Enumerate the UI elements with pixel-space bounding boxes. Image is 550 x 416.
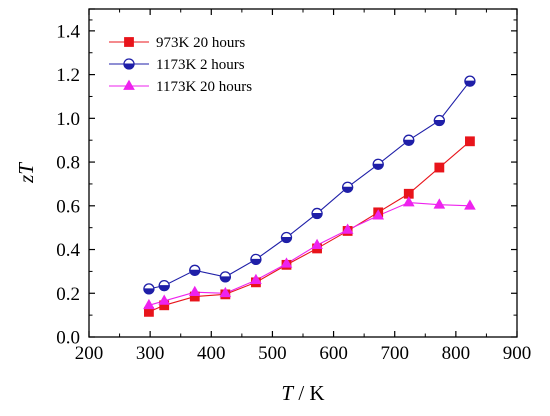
data-point-triangle	[402, 196, 415, 207]
ticks: 200 300 400 500 600 700 800 900 0.0 0.2 0.4 0.6 0.8 1…	[56, 8, 532, 364]
y-tick-label: 0.2	[56, 284, 80, 305]
legend-item: 1173K 20 hours	[109, 79, 252, 95]
x-tick-label: 200	[75, 343, 104, 364]
data-point-triangle	[433, 198, 446, 209]
data-point-half-circle	[341, 181, 354, 193]
data-point-triangle	[464, 199, 476, 210]
series-line	[148, 201, 470, 306]
data-point-half-circle	[123, 58, 135, 70]
data-point-triangle	[123, 79, 135, 90]
y-tick-label: 0.8	[56, 153, 80, 174]
data-point-triangle	[158, 294, 171, 305]
y-tick-label: 1.2	[56, 65, 80, 86]
y-tick-label: 0.4	[56, 240, 80, 261]
data-point-half-circle	[311, 207, 323, 220]
data-point-triangle	[143, 298, 155, 310]
data-point-half-circle	[219, 271, 231, 283]
data-point-half-circle	[433, 114, 445, 127]
series-3-markers	[143, 196, 476, 310]
y-tick-label: 0.0	[56, 328, 80, 349]
data-point-triangle	[311, 238, 323, 250]
data-point-triangle	[188, 285, 201, 297]
y-tick-label: 1.0	[56, 109, 80, 130]
x-axis-title: T / K	[281, 381, 324, 405]
data-point-triangle	[341, 223, 354, 234]
series-line	[148, 140, 471, 313]
data-point-square	[434, 162, 445, 173]
y-tick-label: 1.4	[56, 21, 80, 42]
series-2	[148, 80, 471, 290]
legend-item: 973K 20 hours	[109, 35, 245, 51]
data-point-half-circle	[403, 134, 415, 146]
x-tick-label: 700	[380, 343, 409, 364]
x-tick-label: 500	[258, 343, 287, 364]
y-axis-title: zT	[14, 162, 38, 184]
plot-area	[143, 75, 476, 317]
legend-label: 973K 20 hours	[156, 35, 245, 51]
data-point-square	[124, 37, 134, 47]
y-tick-label: 0.6	[56, 196, 80, 217]
x-axis-variable: T	[281, 381, 294, 405]
x-tick-label: 600	[319, 343, 348, 364]
data-point-triangle	[250, 273, 262, 285]
series-3	[148, 201, 470, 306]
data-point-half-circle	[189, 264, 201, 276]
series-2-markers	[143, 75, 476, 295]
data-point-half-circle	[143, 283, 155, 295]
x-tick-label: 800	[442, 343, 471, 364]
series-1	[148, 140, 471, 313]
data-point-half-circle	[280, 231, 293, 244]
data-point-triangle	[280, 257, 293, 268]
legend-item: 1173K 2 hours	[109, 57, 245, 73]
data-point-triangle	[372, 209, 385, 220]
x-tick-label: 900	[503, 343, 532, 364]
series-line	[148, 80, 471, 290]
data-point-half-circle	[464, 75, 476, 87]
data-point-half-circle	[250, 253, 262, 266]
x-axis-unit: / K	[293, 381, 325, 405]
legend-label: 1173K 2 hours	[156, 57, 245, 73]
data-point-square	[465, 136, 475, 147]
data-point-half-circle	[372, 158, 384, 170]
data-point-triangle	[219, 286, 232, 298]
data-point-half-circle	[158, 279, 170, 292]
x-tick-label: 400	[197, 343, 226, 364]
x-tick-label: 300	[136, 343, 165, 364]
legend-label: 1173K 20 hours	[156, 79, 252, 95]
legend: 973K 20 hours 1173K 2 hours 1173K 20 hours	[109, 35, 252, 95]
